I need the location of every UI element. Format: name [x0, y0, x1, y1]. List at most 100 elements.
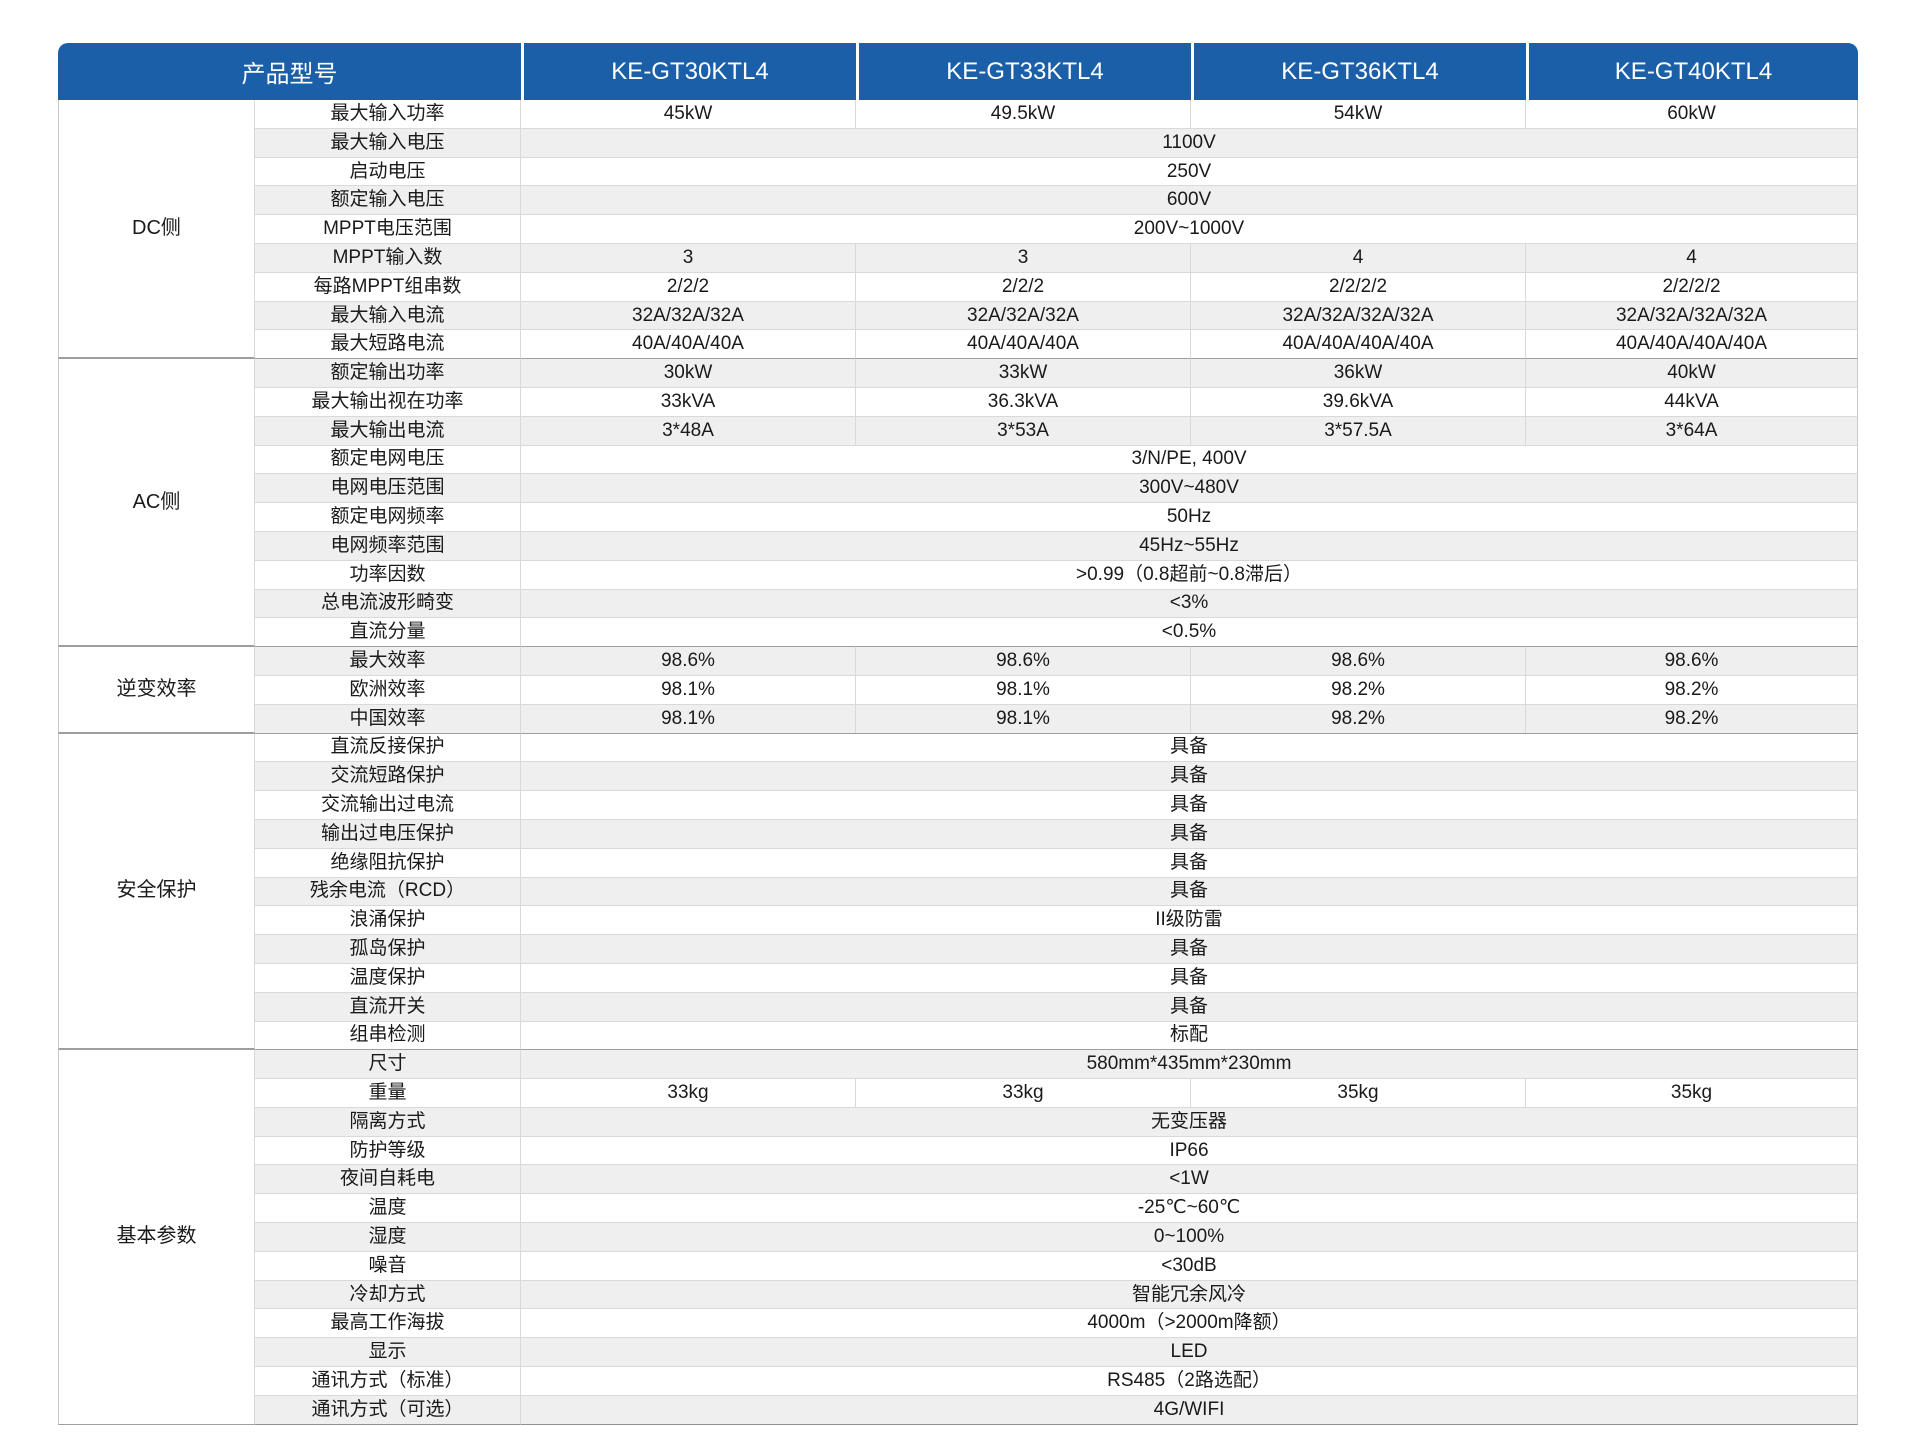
value-cell: 98.1%: [856, 674, 1191, 704]
model-header-gt36: KE-GT36KTL4: [1191, 43, 1526, 100]
table-row: 最高工作海拔 4000m（>2000m降额）: [58, 1308, 1858, 1338]
value-cell: 44kVA: [1526, 386, 1858, 416]
value-cell: 39.6kVA: [1191, 386, 1526, 416]
row-label: 总电流波形畸变: [255, 588, 521, 618]
row-label: 隔离方式: [255, 1106, 521, 1136]
row-label: 残余电流（RCD）: [255, 876, 521, 906]
group-cell: 安全保护: [58, 732, 255, 1050]
row-label: 孤岛保护: [255, 934, 521, 963]
table-row: 温度保护 具备: [58, 962, 1858, 992]
row-label: 温度保护: [255, 962, 521, 992]
row-label: 冷却方式: [255, 1279, 521, 1309]
value-cell: 40A/40A/40A: [521, 329, 856, 359]
value-cell: 2/2/2/2: [1191, 271, 1526, 301]
row-label: 最大输出电流: [255, 415, 521, 445]
value-cell-merged: RS485（2路选配）: [521, 1366, 1858, 1395]
row-label: 交流输出过电流: [255, 790, 521, 819]
value-cell-merged: 标配: [521, 1020, 1858, 1050]
value-cell: 98.2%: [1191, 674, 1526, 704]
value-cell: 98.2%: [1526, 703, 1858, 733]
row-label: 直流反接保护: [255, 732, 521, 762]
value-cell-merged: LED: [521, 1337, 1858, 1367]
table-row: 电网频率范围 45Hz~55Hz: [58, 530, 1858, 560]
table-row: 温度 -25℃~60℃: [58, 1193, 1858, 1223]
value-cell: 32A/32A/32A/32A: [1191, 300, 1526, 330]
value-cell: 2/2/2: [856, 271, 1191, 301]
table-row: 夜间自耗电 <1W: [58, 1164, 1858, 1194]
row-label: 湿度: [255, 1222, 521, 1251]
value-cell: 3*48A: [521, 415, 856, 445]
table-row: 孤岛保护 具备: [58, 934, 1858, 963]
table-row: 重量 33kg 33kg 35kg 35kg: [58, 1078, 1858, 1107]
value-cell: 2/2/2: [521, 271, 856, 301]
group-cell: 逆变效率: [58, 646, 255, 733]
value-cell: 30kW: [521, 358, 856, 387]
value-cell: 4: [1526, 242, 1858, 272]
value-cell: 33kVA: [521, 386, 856, 416]
value-cell-merged: 300V~480V: [521, 473, 1858, 503]
row-label: 防护等级: [255, 1135, 521, 1165]
value-cell: 4: [1191, 242, 1526, 272]
value-cell-merged: >0.99（0.8超前~0.8滞后）: [521, 559, 1858, 589]
value-cell-merged: 3/N/PE, 400V: [521, 444, 1858, 474]
row-label: 温度: [255, 1193, 521, 1223]
table-row: 显示 LED: [58, 1337, 1858, 1367]
model-header-gt40: KE-GT40KTL4: [1526, 43, 1858, 100]
value-cell: 98.1%: [856, 703, 1191, 733]
table-row: 通讯方式（可选） 4G/WIFI: [58, 1394, 1858, 1425]
row-label: 额定电网频率: [255, 502, 521, 531]
row-label: 尺寸: [255, 1049, 521, 1079]
value-cell-merged: 具备: [521, 934, 1858, 963]
row-label: 浪涌保护: [255, 905, 521, 935]
table-row: 组串检测 标配: [58, 1020, 1858, 1050]
table-row: 最大输出视在功率 33kVA 36.3kVA 39.6kVA 44kVA: [58, 386, 1858, 416]
row-label: 通讯方式（标准）: [255, 1366, 521, 1395]
row-label: 绝缘阻抗保护: [255, 847, 521, 877]
table-row: 残余电流（RCD） 具备: [58, 876, 1858, 906]
table-row: 电网电压范围 300V~480V: [58, 473, 1858, 503]
row-label: 最大输入电流: [255, 300, 521, 330]
row-label: 功率因数: [255, 559, 521, 589]
row-label: 直流开关: [255, 991, 521, 1021]
table-row: 最大输入电流 32A/32A/32A 32A/32A/32A 32A/32A/32A/…: [58, 300, 1858, 330]
product-model-header: 产品型号: [58, 43, 521, 100]
table-row: 湿度 0~100%: [58, 1222, 1858, 1251]
row-label: 欧洲效率: [255, 674, 521, 704]
group-cell: DC侧: [58, 100, 255, 359]
value-cell: 33kg: [856, 1078, 1191, 1107]
value-cell: 40A/40A/40A/40A: [1191, 329, 1526, 359]
table-row: 冷却方式 智能冗余风冷: [58, 1279, 1858, 1309]
value-cell-merged: 具备: [521, 761, 1858, 791]
table-row: 通讯方式（标准） RS485（2路选配）: [58, 1366, 1858, 1395]
table-row: 噪音 <30dB: [58, 1250, 1858, 1280]
value-cell: 35kg: [1526, 1078, 1858, 1107]
row-label: 电网频率范围: [255, 530, 521, 560]
value-cell-merged: 600V: [521, 185, 1858, 215]
value-cell-merged: IP66: [521, 1135, 1858, 1165]
value-cell-merged: 具备: [521, 876, 1858, 906]
spec-table-body: DC侧 最大输入功率 45kW 49.5kW 54kW 60kW 最大输入电压 1100V 启动…: [58, 100, 1858, 1425]
value-cell: 36kW: [1191, 358, 1526, 387]
table-row: AC侧 额定输出功率 30kW 33kW 36kW 40kW: [58, 358, 1858, 647]
spec-table: 产品型号 KE-GT30KTL4 KE-GT33KTL4 KE-GT36KTL4…: [58, 43, 1858, 1425]
value-cell: 98.6%: [856, 646, 1191, 675]
value-cell-merged: 具备: [521, 818, 1858, 848]
value-cell-merged: 4000m（>2000m降额）: [521, 1308, 1858, 1338]
value-cell: 98.1%: [521, 674, 856, 704]
table-row: 隔离方式 无变压器: [58, 1106, 1858, 1136]
row-label: 最大输出视在功率: [255, 386, 521, 416]
row-label: 显示: [255, 1337, 521, 1367]
row-label: 直流分量: [255, 617, 521, 647]
spec-table-header: 产品型号 KE-GT30KTL4 KE-GT33KTL4 KE-GT36KTL4…: [58, 43, 1858, 100]
value-cell-merged: <3%: [521, 588, 1858, 618]
value-cell: 98.6%: [521, 646, 856, 675]
value-cell: 40A/40A/40A: [856, 329, 1191, 359]
row-label: 电网电压范围: [255, 473, 521, 503]
table-row: 输出过电压保护 具备: [58, 818, 1858, 848]
value-cell: 3*57.5A: [1191, 415, 1526, 445]
table-row: 安全保护 直流反接保护 具备: [58, 732, 1858, 1050]
table-row: 防护等级 IP66: [58, 1135, 1858, 1165]
value-cell-merged: <30dB: [521, 1250, 1858, 1280]
value-cell: 40kW: [1526, 358, 1858, 387]
table-row: 额定电网频率 50Hz: [58, 502, 1858, 531]
